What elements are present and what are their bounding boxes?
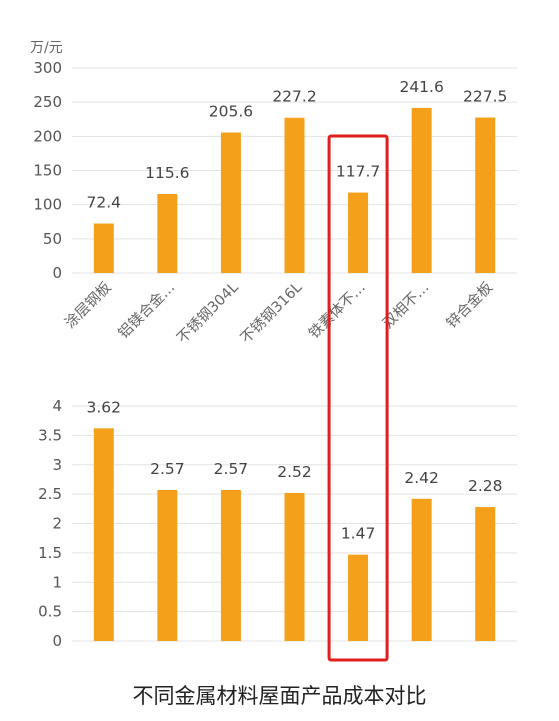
top-x-category-label: 涂层钢板 xyxy=(61,278,115,332)
bottom-bar xyxy=(411,498,432,641)
bottom-bar xyxy=(93,428,114,641)
top-x-category-label: 铝镁合金… xyxy=(115,279,178,342)
bottom-bar xyxy=(220,490,241,641)
top-data-label: 115.6 xyxy=(145,164,189,182)
top-bar-chart: 0 50 100 150 200 250 300 72.4 115.6 205.6 227.2 117… xyxy=(33,59,517,347)
bottom-y-tick-label: 0 xyxy=(52,632,62,650)
y-axis-unit-label: 万/元 xyxy=(30,40,63,56)
bottom-y-tick-label: 4 xyxy=(52,397,62,415)
top-data-label: 227.2 xyxy=(272,88,316,106)
bottom-y-tick-label: 3 xyxy=(52,456,62,474)
top-bar xyxy=(157,194,178,273)
top-y-tick-label: 100 xyxy=(33,196,62,214)
bottom-data-label: 2.28 xyxy=(468,477,503,495)
chart-caption: 不同金属材料屋面产品成本对比 xyxy=(132,684,427,708)
top-data-label: 241.6 xyxy=(399,78,443,96)
bottom-bar xyxy=(157,490,178,641)
bottom-data-label: 1.47 xyxy=(341,525,376,543)
bottom-y-tick-label: 2.5 xyxy=(38,485,62,503)
bottom-bar xyxy=(475,507,496,641)
top-bar xyxy=(93,223,114,273)
bottom-bar xyxy=(348,554,369,641)
top-x-category-label: 铁素体不… xyxy=(306,279,369,342)
bottom-bar xyxy=(284,492,305,641)
top-x-category-label: 不锈钢304L xyxy=(174,279,242,347)
top-bar xyxy=(475,117,496,274)
top-bar xyxy=(411,107,432,273)
highlight-box xyxy=(327,134,389,662)
bottom-y-tick-label: 3.5 xyxy=(38,426,62,444)
bottom-data-label: 2.57 xyxy=(214,460,249,478)
top-y-tick-label: 300 xyxy=(33,59,62,77)
bottom-data-label: 2.42 xyxy=(404,469,439,487)
top-x-category-label: 不锈钢316L xyxy=(237,279,305,347)
bottom-y-tick-label: 1.5 xyxy=(38,544,62,562)
top-y-tick-label: 0 xyxy=(52,264,62,282)
top-data-label: 117.7 xyxy=(336,163,380,181)
top-data-label: 72.4 xyxy=(87,194,122,212)
bottom-y-tick-label: 1 xyxy=(52,573,62,591)
top-y-tick-label: 150 xyxy=(33,162,62,180)
chart-area: 万/元 0 50 100 150 200 250 300 72.4 115.6 205.6 227.… xyxy=(30,40,517,662)
top-data-label: 227.5 xyxy=(463,88,507,106)
top-y-tick-label: 250 xyxy=(33,93,62,111)
bottom-data-label: 2.52 xyxy=(277,463,312,481)
top-bar xyxy=(220,132,241,273)
bottom-y-tick-label: 2 xyxy=(52,515,62,533)
bottom-y-tick-label: 0.5 xyxy=(38,603,62,621)
bottom-data-label: 2.57 xyxy=(150,460,185,478)
top-y-tick-label: 50 xyxy=(43,230,62,248)
top-bar xyxy=(348,192,369,273)
top-y-tick-label: 200 xyxy=(33,127,62,145)
top-x-category-label: 锌合金板 xyxy=(442,278,496,332)
bottom-bar-chart: 0 0.5 1 1.5 2 2.5 3 3.5 4 3.62 2.57 2.57 2.52 1.47 2.4… xyxy=(38,397,517,650)
top-data-label: 205.6 xyxy=(209,103,253,121)
bottom-data-label: 3.62 xyxy=(87,398,122,416)
top-bar xyxy=(284,117,305,273)
